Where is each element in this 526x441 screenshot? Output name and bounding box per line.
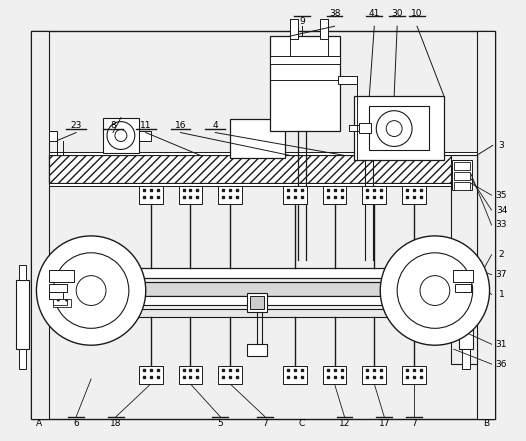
Bar <box>349 125 359 131</box>
Text: 8: 8 <box>110 121 116 130</box>
Bar <box>355 96 444 161</box>
Bar <box>61 310 465 318</box>
Text: A: A <box>36 419 43 428</box>
Bar <box>250 295 264 310</box>
Bar <box>455 284 471 292</box>
Text: 30: 30 <box>391 9 403 18</box>
Bar <box>454 172 470 180</box>
Text: 23: 23 <box>70 121 82 130</box>
Circle shape <box>386 121 402 137</box>
Bar <box>230 119 285 158</box>
Bar <box>454 162 470 170</box>
Text: 4: 4 <box>213 121 218 130</box>
Text: 17: 17 <box>379 419 390 428</box>
Text: 11: 11 <box>140 121 151 130</box>
Text: 9: 9 <box>299 17 305 26</box>
Text: 38: 38 <box>329 9 340 18</box>
Bar <box>362 186 386 204</box>
Text: 16: 16 <box>175 121 186 130</box>
Bar <box>53 299 67 306</box>
Bar <box>49 153 477 155</box>
Text: 12: 12 <box>339 419 350 428</box>
Text: 36: 36 <box>495 359 507 369</box>
Circle shape <box>53 253 129 328</box>
Text: 37: 37 <box>495 270 507 279</box>
Bar <box>139 366 163 384</box>
Bar <box>454 182 470 190</box>
Bar <box>359 123 371 133</box>
Bar <box>61 295 465 306</box>
Bar <box>49 270 74 282</box>
Circle shape <box>420 276 450 306</box>
Bar <box>402 186 426 204</box>
Text: 7: 7 <box>411 419 417 428</box>
Text: 7: 7 <box>262 419 268 428</box>
Bar <box>322 186 347 204</box>
Bar <box>18 265 26 280</box>
Bar <box>218 186 242 204</box>
Bar <box>49 284 67 292</box>
Bar <box>49 155 477 183</box>
Bar <box>283 186 307 204</box>
Bar <box>290 19 298 39</box>
Text: 33: 33 <box>495 220 507 229</box>
Bar <box>270 36 339 131</box>
Bar <box>452 161 472 190</box>
Text: 41: 41 <box>369 9 380 18</box>
Bar <box>103 118 139 153</box>
Text: 5: 5 <box>217 419 223 428</box>
Circle shape <box>107 122 135 149</box>
Bar <box>453 270 473 282</box>
Bar <box>139 131 151 141</box>
Bar <box>320 19 328 39</box>
Bar <box>32 31 49 419</box>
Bar <box>178 186 203 204</box>
Bar <box>462 265 470 280</box>
Text: 3: 3 <box>499 141 504 150</box>
Text: 10: 10 <box>411 9 423 18</box>
Circle shape <box>380 236 490 345</box>
Bar <box>49 183 477 186</box>
Bar <box>139 186 163 204</box>
Bar <box>61 282 465 295</box>
Text: 34: 34 <box>496 206 507 215</box>
Bar <box>16 280 29 349</box>
Circle shape <box>115 130 127 142</box>
Bar <box>402 366 426 384</box>
Bar <box>53 299 71 307</box>
Bar <box>338 76 357 84</box>
Text: 35: 35 <box>495 191 507 200</box>
Bar <box>459 280 473 349</box>
Bar <box>247 292 267 312</box>
Circle shape <box>397 253 473 328</box>
Bar <box>270 56 339 64</box>
Circle shape <box>376 111 412 146</box>
Text: 31: 31 <box>495 340 507 349</box>
Bar <box>18 349 26 369</box>
Bar <box>61 268 465 278</box>
Bar <box>283 366 307 384</box>
Bar <box>451 155 477 364</box>
Bar <box>362 366 386 384</box>
Bar <box>32 31 494 419</box>
Text: 6: 6 <box>73 419 79 428</box>
Text: 1: 1 <box>499 290 504 299</box>
Circle shape <box>36 236 146 345</box>
Text: C: C <box>299 419 305 428</box>
Bar <box>49 131 57 141</box>
Bar <box>178 366 203 384</box>
Text: B: B <box>483 419 490 428</box>
Bar <box>462 349 470 369</box>
Bar <box>49 292 63 299</box>
Text: 2: 2 <box>499 250 504 259</box>
Text: 18: 18 <box>110 419 122 428</box>
Bar <box>477 31 494 419</box>
Bar <box>247 344 267 356</box>
Bar <box>322 366 347 384</box>
Bar <box>369 106 429 150</box>
Circle shape <box>76 276 106 306</box>
Bar <box>218 366 242 384</box>
